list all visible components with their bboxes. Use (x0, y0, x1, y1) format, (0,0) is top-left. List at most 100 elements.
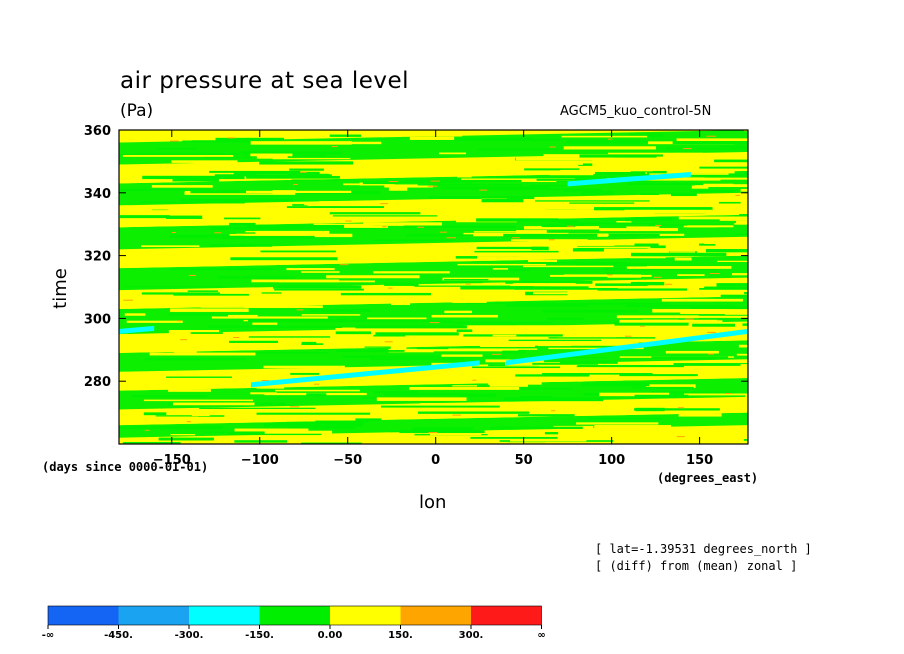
texture-streak (520, 395, 552, 399)
y-tick-label: 300 (84, 312, 111, 327)
texture-streak (699, 286, 748, 290)
texture-streak (403, 225, 517, 228)
texture-streak (364, 346, 400, 348)
texture-streak (170, 268, 274, 271)
texture-streak (229, 234, 310, 236)
texture-streak (396, 291, 493, 295)
orange-dash (551, 410, 556, 412)
texture-streak (599, 228, 679, 232)
texture-streak (617, 241, 715, 244)
texture-streak (629, 256, 666, 259)
y-tick-label: 340 (84, 187, 111, 202)
texture-streak (412, 427, 474, 431)
texture-streak (388, 187, 408, 191)
texture-streak (227, 344, 332, 348)
texture-streak (301, 314, 361, 316)
texture-streak (367, 317, 427, 320)
orange-dash (296, 309, 304, 311)
texture-streak (608, 233, 660, 237)
x-tick-label: −100 (241, 453, 279, 468)
texture-streak (200, 306, 303, 308)
texture-streak (191, 413, 210, 417)
texture-streak (373, 334, 406, 337)
colorbar-swatch (189, 606, 260, 625)
texture-streak (149, 352, 256, 356)
texture-streak (474, 376, 494, 380)
texture-streak (153, 378, 210, 381)
texture-streak (342, 355, 443, 359)
texture-streak (122, 250, 169, 254)
texture-streak (427, 281, 483, 284)
texture-streak (587, 302, 670, 305)
texture-streak (120, 425, 223, 430)
texture-streak (373, 252, 437, 255)
texture-streak (576, 364, 684, 368)
orange-dash (300, 171, 307, 173)
texture-streak (549, 173, 594, 176)
texture-streak (470, 436, 558, 439)
texture-streak (199, 407, 316, 409)
texture-streak (147, 416, 199, 419)
texture-streak (515, 157, 615, 161)
texture-streak (513, 387, 573, 390)
texture-streak (246, 190, 352, 193)
texture-streak (156, 147, 196, 150)
orange-dash (452, 414, 462, 416)
texture-streak (738, 344, 748, 348)
colorbar: -∞ -450. -300. -150. 0.00 150. 300. ∞ (42, 605, 546, 641)
texture-streak (417, 183, 522, 186)
texture-streak (719, 218, 748, 221)
texture-streak (259, 161, 354, 165)
orange-dash (331, 146, 338, 148)
texture-streak (559, 360, 618, 364)
texture-streak (476, 246, 545, 250)
cyan-streak (250, 360, 480, 388)
texture-streak (743, 438, 748, 442)
texture-streak (743, 172, 748, 176)
texture-streak (604, 267, 719, 271)
texture-streak (263, 423, 364, 427)
texture-streak (597, 288, 687, 291)
texture-streak (174, 207, 219, 210)
colorbar-label: -450. (104, 630, 133, 641)
texture-streak (744, 130, 748, 132)
colorbar-label: 150. (388, 630, 413, 641)
texture-streak (432, 219, 450, 221)
texture-streak (404, 179, 522, 182)
texture-streak (207, 166, 275, 170)
texture-streak (646, 384, 696, 388)
orange-dash (708, 353, 714, 355)
texture-streak (448, 348, 538, 350)
texture-streak (179, 198, 294, 202)
texture-streak (631, 252, 727, 257)
orange-dash (682, 148, 692, 150)
texture-streak (548, 337, 656, 339)
texture-streak (229, 340, 278, 343)
texture-streak (173, 293, 249, 296)
texture-streak (699, 166, 748, 169)
texture-streak (169, 263, 207, 266)
texture-streak (362, 180, 472, 184)
x-tick-label: 100 (598, 453, 625, 468)
texture-streak (158, 437, 214, 441)
texture-streak (528, 239, 608, 242)
axes: −150 −100 −50 0 50 100 150 280 300 320 340 360 (84, 124, 748, 468)
colorbar-swatch (118, 606, 189, 625)
orange-dash (388, 180, 399, 182)
orange-dash (428, 431, 438, 433)
texture-streak (598, 434, 676, 438)
texture-streak (720, 294, 748, 297)
orange-dash (440, 231, 447, 233)
orange-dash (380, 203, 388, 205)
texture-streak (466, 323, 517, 326)
texture-streak (500, 442, 583, 444)
texture-streak (561, 246, 651, 248)
texture-streak (605, 272, 632, 275)
texture-streak (542, 373, 653, 375)
texture-streak (481, 198, 524, 203)
texture-streak (390, 345, 407, 350)
orange-dash (735, 194, 740, 196)
texture-streak (370, 358, 465, 360)
orange-dash (665, 283, 673, 285)
texture-streak (453, 338, 533, 341)
